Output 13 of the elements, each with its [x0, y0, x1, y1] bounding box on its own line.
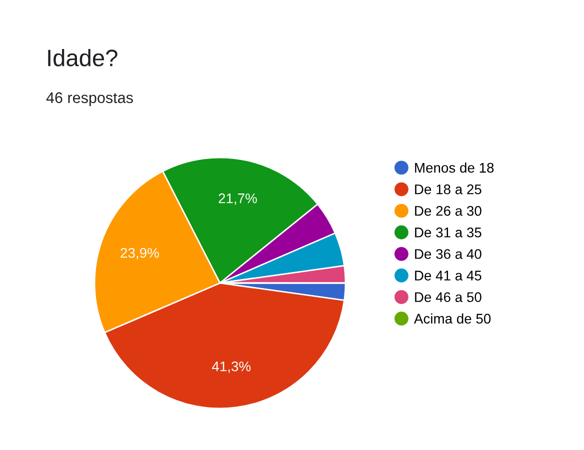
- data-label: 21,7%: [218, 193, 257, 205]
- legend-label: Menos de 18: [415, 162, 494, 173]
- data-label: 41,3%: [212, 361, 251, 373]
- chart-subtitle: 46 respostas: [46, 92, 133, 106]
- legend-label: De 26 a 30: [415, 206, 482, 216]
- legend-label: De 18 a 25: [415, 184, 482, 194]
- legend-label: De 46 a 50: [415, 292, 482, 302]
- legend-label: De 41 a 45: [415, 270, 482, 280]
- legend-label: De 31 a 35: [415, 228, 482, 238]
- legend-label: Acima de 50: [414, 313, 491, 324]
- legend-label: De 36 a 40: [415, 249, 482, 259]
- data-label: 23,9%: [120, 248, 159, 260]
- chart-title: Idade?: [48, 48, 118, 66]
